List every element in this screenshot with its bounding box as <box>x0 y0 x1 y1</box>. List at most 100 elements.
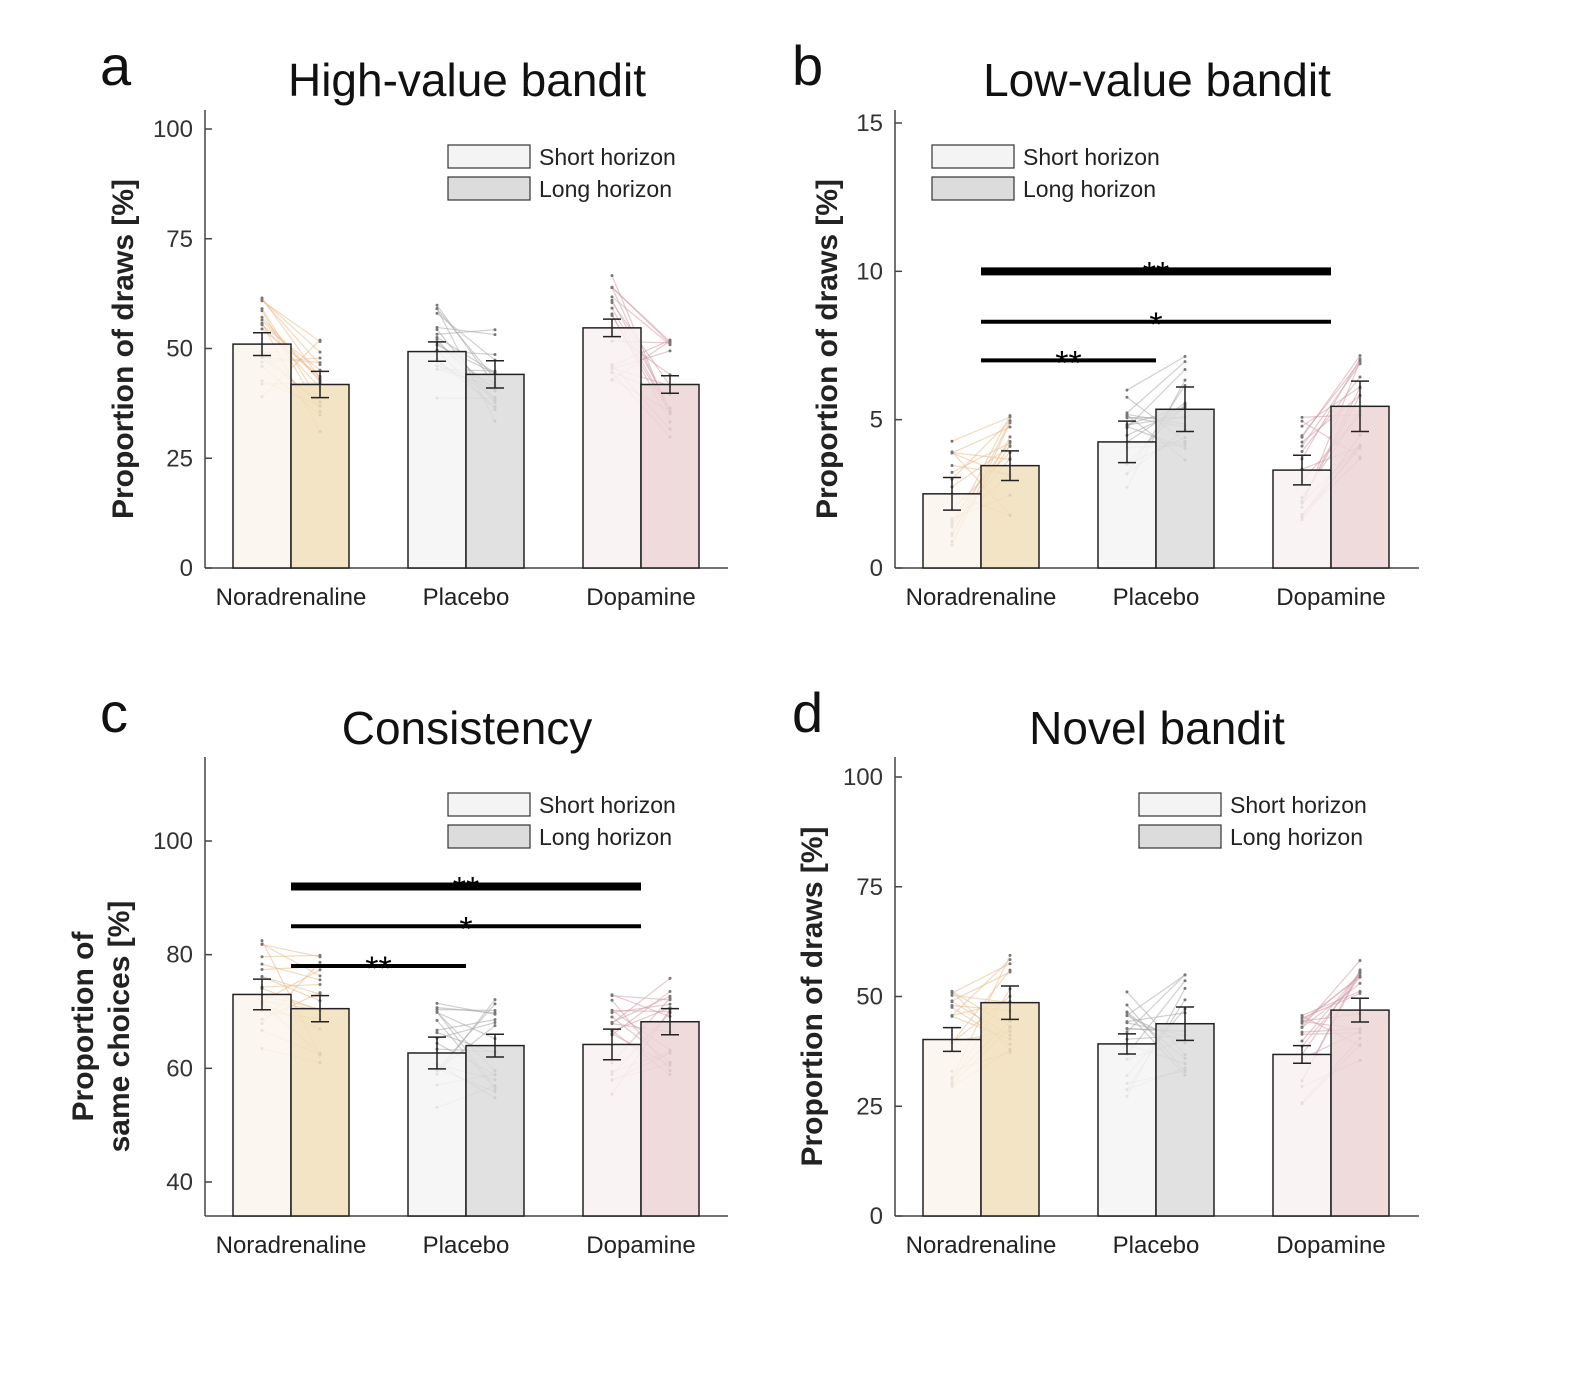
panel-letter: c <box>100 681 128 744</box>
subject-point <box>435 1018 439 1022</box>
subject-line <box>1126 355 1186 391</box>
subject-point <box>610 993 614 997</box>
subject-point <box>1358 375 1362 379</box>
x-tick-label: Noradrenaline <box>216 584 367 611</box>
subject-point <box>1008 419 1012 423</box>
subject-point <box>1008 968 1012 972</box>
subject-point <box>1183 378 1187 382</box>
subject-point <box>1008 444 1012 448</box>
subject-point <box>1300 1021 1304 1025</box>
subject-point <box>318 356 322 360</box>
subject-point <box>318 982 322 986</box>
panel-title: Novel bandit <box>1029 702 1285 754</box>
subject-point <box>1008 962 1012 966</box>
subject-point <box>493 1018 497 1022</box>
subject-line <box>261 963 321 981</box>
y-axis-label: Proportion of draws [%] <box>796 827 829 1167</box>
subject-point <box>610 1011 614 1015</box>
subject-point <box>1300 1025 1304 1029</box>
subject-point <box>610 306 614 310</box>
legend-swatch <box>931 176 1015 201</box>
subject-point <box>1358 981 1362 985</box>
legend: Short horizon Long horizon <box>1138 792 1367 850</box>
subject-point <box>435 1010 439 1014</box>
subject-point <box>1008 958 1012 962</box>
y-tick-label: 60 <box>166 1055 193 1082</box>
subject-line <box>261 299 321 366</box>
subject-point <box>260 296 264 300</box>
subject-point <box>668 1002 672 1006</box>
legend: Short horizon Long horizon <box>931 144 1160 202</box>
significance-label: ** <box>365 950 391 988</box>
bar-placebo-short <box>407 1052 467 1217</box>
subject-point <box>668 339 672 343</box>
subject-line <box>1126 974 1186 1016</box>
legend-label: Long horizon <box>1230 824 1363 850</box>
legend: Short horizon Long horizon <box>447 144 676 202</box>
subject-point <box>950 1000 954 1004</box>
y-axis-label: Proportion of same choices [%] <box>67 901 136 1153</box>
significance-label: ** <box>453 870 479 908</box>
subject-point <box>1125 413 1129 417</box>
subject-point <box>318 968 322 972</box>
subject-point <box>1125 1011 1129 1015</box>
subject-point <box>1125 416 1129 420</box>
subject-point <box>1358 357 1362 361</box>
panel-d: d Novel bandit Proportion of draws [%] 0 25 5… <box>792 681 1419 1259</box>
x-tick-label: Dopamine <box>586 584 695 611</box>
y-axis-label: Proportion of draws [%] <box>107 179 140 519</box>
subject-point <box>435 311 439 315</box>
subject-point <box>1125 1014 1129 1018</box>
subject-line <box>951 416 1011 442</box>
subject-point <box>610 274 614 278</box>
legend-label: Long horizon <box>1023 176 1156 202</box>
subject-line <box>1301 990 1361 1017</box>
subject-line <box>1126 361 1186 414</box>
bar-noradrenaline-long <box>290 383 350 569</box>
x-tick-label: Placebo <box>1113 584 1200 611</box>
legend-label: Short horizon <box>539 792 676 818</box>
y-tick-label: 0 <box>180 555 193 582</box>
subject-line <box>261 975 321 995</box>
y-tick-label: 75 <box>856 874 883 901</box>
bar-placebo-long <box>465 1044 525 1217</box>
bar-placebo-short <box>1097 1043 1157 1217</box>
subject-point <box>950 989 954 993</box>
subject-point <box>1300 444 1304 448</box>
subject-point <box>318 363 322 367</box>
bar-noradrenaline-long <box>980 1001 1040 1217</box>
bar-dopamine-short <box>582 327 642 569</box>
legend-swatch <box>1138 792 1222 817</box>
significance-label: ** <box>1055 344 1081 382</box>
legend-label: Short horizon <box>1023 144 1160 170</box>
y-tick-label: 15 <box>856 110 883 137</box>
subject-point <box>1183 360 1187 364</box>
subject-point <box>1358 975 1362 979</box>
subject-line <box>611 1007 671 1032</box>
subject-line <box>436 304 496 386</box>
subject-point <box>435 338 439 342</box>
subject-line <box>1126 369 1186 429</box>
bar-dopamine-short <box>1272 469 1332 569</box>
subject-point <box>610 998 614 1002</box>
x-tick-label: Placebo <box>423 584 510 611</box>
subject-point <box>1300 440 1304 444</box>
subject-point <box>610 1008 614 1012</box>
subject-line <box>611 296 671 346</box>
subject-point <box>610 314 614 318</box>
subject-point <box>1300 415 1304 419</box>
subject-point <box>318 974 322 978</box>
y-tick-label: 80 <box>166 942 193 969</box>
subject-point <box>493 352 497 356</box>
x-tick-label: Dopamine <box>1276 584 1385 611</box>
subject-point <box>950 464 954 468</box>
x-tick-label: Placebo <box>423 1232 510 1259</box>
subject-point <box>318 955 322 959</box>
legend-label: Short horizon <box>1230 792 1367 818</box>
subject-point <box>1358 959 1362 963</box>
y-tick-label: 25 <box>166 445 193 472</box>
subject-point <box>1125 395 1129 399</box>
subject-line <box>611 977 671 1024</box>
subject-point <box>1008 425 1012 429</box>
legend-swatch <box>447 176 531 201</box>
